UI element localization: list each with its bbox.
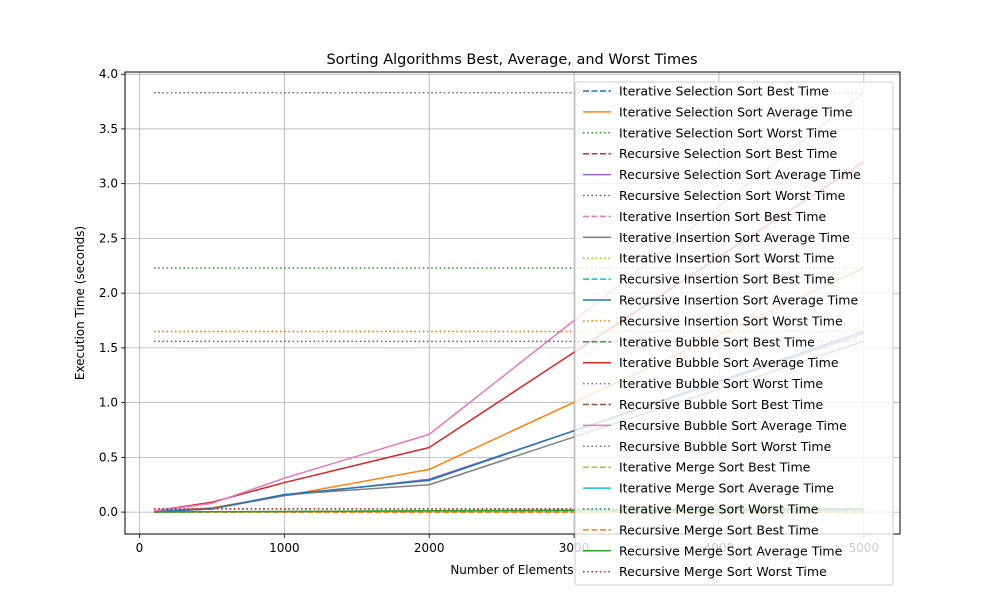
plot-frame	[124, 71, 901, 535]
series-line-16	[153, 92, 865, 512]
legend-label-0: Iterative Selection Sort Best Time	[619, 84, 829, 99]
legend-label-20: Iterative Merge Sort Worst Time	[619, 502, 819, 517]
legend-label-11: Recursive Insertion Sort Worst Time	[619, 313, 843, 328]
legend-label-13: Iterative Bubble Sort Average Time	[619, 355, 839, 370]
series-lines	[153, 92, 865, 513]
y-tick-label: 1.0	[99, 396, 118, 410]
legend-label-3: Recursive Selection Sort Best Time	[619, 146, 838, 161]
legend-label-23: Recursive Merge Sort Worst Time	[619, 564, 827, 579]
chart-title: Sorting Algorithms Best, Average, and Wo…	[326, 52, 697, 68]
y-tick-label: 2.0	[99, 286, 118, 300]
x-tick-label: 1000	[269, 541, 300, 555]
y-tick-label: 3.5	[99, 122, 118, 136]
series-line-22	[153, 509, 864, 513]
legend-label-21: Recursive Merge Sort Best Time	[619, 522, 819, 537]
y-tick-label: 2.5	[99, 231, 118, 245]
y-tick-label: 3.0	[99, 177, 118, 191]
x-axis-title: Number of Elements	[450, 563, 573, 577]
legend-label-22: Recursive Merge Sort Average Time	[619, 543, 843, 558]
legend: Iterative Selection Sort Best Time Iterat…	[574, 81, 894, 586]
legend-label-14: Iterative Bubble Sort Worst Time	[619, 376, 823, 391]
x-tick-label: 2000	[414, 541, 445, 555]
legend-label-17: Recursive Bubble Sort Worst Time	[619, 439, 832, 454]
legend-label-4: Recursive Selection Sort Average Time	[619, 167, 861, 182]
x-tick-label: 0	[136, 541, 144, 555]
legend-label-9: Recursive Insertion Sort Best Time	[619, 272, 835, 287]
legend-label-1: Iterative Selection Sort Average Time	[619, 104, 853, 119]
legend-label-7: Iterative Insertion Sort Average Time	[619, 230, 850, 245]
y-tick-label: 0.5	[99, 450, 118, 464]
legend-label-15: Recursive Bubble Sort Best Time	[619, 397, 823, 412]
y-axis-title: Execution Time (seconds)	[73, 226, 87, 380]
y-tick-label: 1.5	[99, 341, 118, 355]
y-tick-label: 0.0	[99, 505, 118, 519]
legend-label-8: Iterative Insertion Sort Worst Time	[619, 251, 835, 266]
legend-label-10: Recursive Insertion Sort Average Time	[619, 293, 858, 308]
legend-label-19: Iterative Merge Sort Average Time	[619, 481, 834, 496]
legend-label-18: Iterative Merge Sort Best Time	[619, 460, 811, 475]
series-line-10	[153, 330, 865, 513]
legend-box	[574, 81, 894, 586]
legend-label-6: Iterative Insertion Sort Best Time	[619, 209, 827, 224]
legend-label-5: Recursive Selection Sort Worst Time	[619, 188, 846, 203]
y-axis-ticks: 0.0 0.5 1.0 1.5 2.0 2.5 3.0 3.5 4.0	[99, 67, 125, 519]
y-tick-label: 4.0	[99, 67, 118, 81]
legend-label-16: Recursive Bubble Sort Average Time	[619, 418, 847, 433]
legend-label-2: Iterative Selection Sort Worst Time	[619, 125, 837, 140]
legend-label-12: Iterative Bubble Sort Best Time	[619, 334, 815, 349]
